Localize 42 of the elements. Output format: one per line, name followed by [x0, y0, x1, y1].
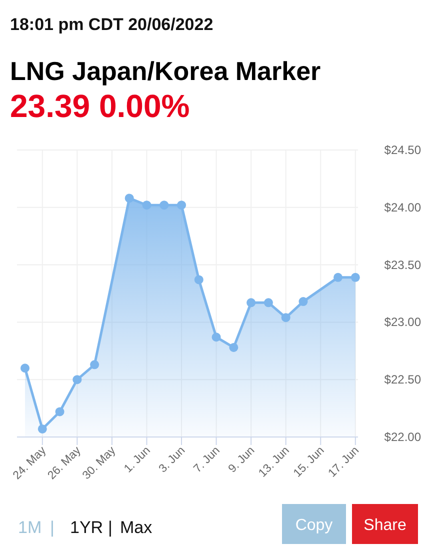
point — [229, 342, 238, 352]
point — [281, 313, 290, 322]
x-tick-label: 1. Jun — [122, 444, 153, 476]
point — [194, 275, 204, 284]
point — [72, 375, 82, 384]
y-tick-label: $22.50 — [384, 372, 422, 387]
x-tick-label: 7. Jun — [192, 444, 222, 476]
x-tick-label: 30. May — [80, 444, 118, 482]
point — [246, 298, 256, 308]
text: 1YR — [70, 518, 104, 537]
point — [142, 200, 152, 210]
text: | — [108, 518, 112, 537]
y-tick-label: $22.00 — [384, 430, 422, 444]
y-tick-label: $23.00 — [384, 315, 422, 330]
y-tick-label: $24.00 — [384, 200, 422, 214]
point — [177, 200, 186, 210]
x-tick-label: 15. Jun — [292, 444, 327, 480]
text: 23.39 0.00% — [10, 88, 190, 124]
x-tick-label: 3. Jun — [156, 444, 188, 476]
x-tick-label: 17. Jun — [326, 444, 362, 480]
point — [264, 298, 273, 308]
x-tick-label: 9. Jun — [226, 444, 258, 476]
share-button: Share — [352, 504, 418, 544]
point — [124, 194, 134, 203]
point — [212, 332, 221, 342]
point — [350, 272, 360, 282]
point — [334, 272, 343, 282]
copy-button: Copy — [282, 504, 346, 544]
point — [20, 364, 30, 373]
y-tick-label: $23.50 — [384, 258, 422, 272]
text: | — [50, 518, 54, 537]
point — [298, 297, 308, 306]
y-tick-label: $24.50 — [384, 143, 422, 157]
text: Max — [120, 518, 153, 537]
point — [90, 360, 100, 370]
text: 1M — [18, 518, 42, 537]
point — [55, 407, 64, 416]
chart-subtitle: 18:01 pm CDT 20/06/2022 — [10, 15, 214, 34]
chart-title: LNG Japan/Korea Marker — [10, 56, 321, 86]
point — [160, 200, 169, 210]
point — [38, 424, 47, 434]
x-tick-label: 13. Jun — [256, 444, 292, 480]
